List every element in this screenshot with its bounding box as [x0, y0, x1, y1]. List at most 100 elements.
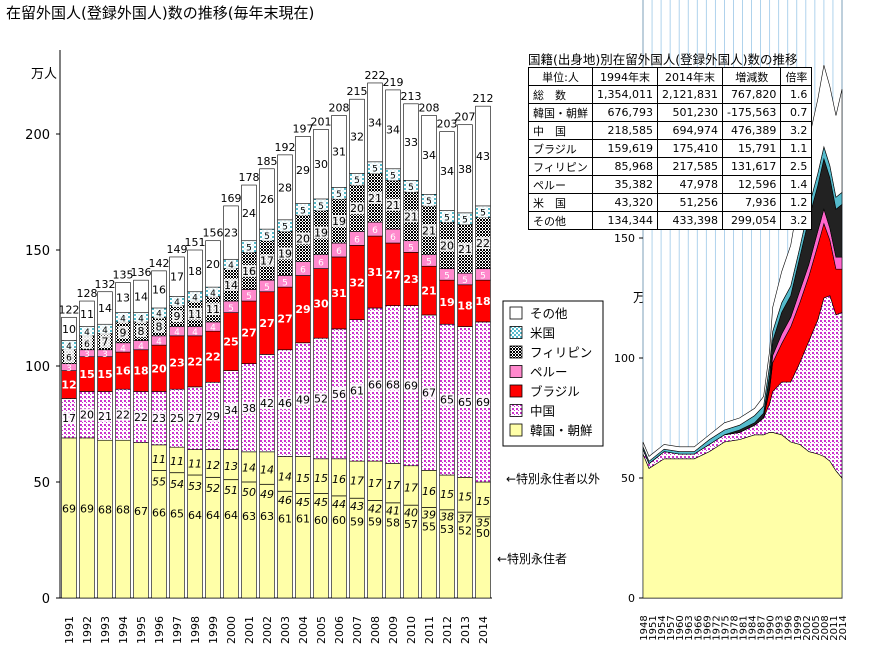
data-label: 20 [206, 258, 220, 271]
table-cell: 1.1 [780, 139, 813, 158]
label-bg [188, 412, 202, 425]
data-label: 5 [480, 209, 486, 219]
total-label: 219 [383, 76, 404, 89]
label-bg [316, 198, 326, 211]
bar-segment [295, 136, 311, 204]
data-label: 67 [134, 505, 148, 518]
non-special-label: 14 [260, 464, 274, 477]
label-bg [476, 237, 490, 250]
bar-segment [61, 316, 77, 341]
non-special-label: 17 [350, 474, 364, 487]
data-label: 52 [314, 392, 328, 405]
data-label: 38 [458, 163, 472, 176]
data-label: 4 [84, 328, 90, 338]
table-cell: 35,382 [592, 175, 658, 194]
data-label: 27 [241, 326, 256, 339]
data-label: 8 [138, 325, 145, 338]
data-label: 22 [187, 355, 202, 368]
table-cell: 694,974 [656, 121, 723, 140]
table-cell: 7,936 [721, 193, 782, 212]
table-row-label: その他 [528, 211, 593, 230]
bar-segment [403, 103, 419, 181]
x-tick-label: 2005 [315, 616, 328, 644]
table-row-label: 米 国 [528, 193, 593, 212]
ref-area-7 [642, 65, 843, 462]
table-row: 総 数 1,354,011 2,121,831 767,820 1.6 [528, 85, 813, 104]
label-bg [154, 306, 164, 319]
data-label: 4 [66, 342, 72, 352]
table-header-cell: 単位:人 [528, 67, 593, 86]
table-header-cell: 倍率 [780, 67, 813, 86]
data-label: 34 [368, 116, 382, 129]
label-bg [154, 320, 164, 333]
table-cell: 1.6 [780, 85, 813, 104]
bar-segment [115, 282, 131, 313]
table-cell: 676,793 [592, 103, 658, 122]
data-label: 4 [192, 293, 198, 303]
data-label: 57 [404, 518, 418, 531]
table-row: ブラジル 159,619 175,410 15,791 1.1 [528, 139, 813, 158]
data-label: 17 [260, 254, 274, 267]
data-label: 5 [426, 257, 432, 267]
data-label: 68 [386, 379, 400, 392]
x-tick-label: 2007 [351, 616, 364, 644]
data-label: 23 [224, 227, 238, 240]
table-row: フィリピン 85,968 217,585 131,617 2.5 [528, 157, 813, 176]
table-row-label: フィリピン [528, 157, 593, 176]
data-label: 30 [313, 297, 329, 310]
data-label: 5 [228, 304, 234, 314]
non-special-label: 17 [386, 479, 400, 492]
x-tick-label: 1994 [117, 616, 130, 644]
data-label: 9 [174, 310, 181, 323]
legend-swatch [509, 365, 523, 378]
data-label: 21 [404, 210, 418, 223]
ref-y-tick-label: 100 [614, 352, 635, 365]
x-tick-label: 2004 [297, 616, 310, 644]
total-label: 156 [203, 227, 224, 240]
data-label: 60 [332, 514, 346, 527]
ref-x-tick-label: 1969 [702, 615, 713, 640]
data-label: 31 [332, 145, 346, 158]
x-tick-label: 2001 [243, 616, 256, 644]
data-label: 63 [242, 510, 256, 523]
bar-segment [313, 129, 329, 200]
non-special-label: 15 [296, 472, 310, 485]
table-cell: 43,320 [592, 193, 658, 212]
data-label: 14 [134, 290, 148, 303]
data-label: 34 [440, 165, 454, 178]
data-label: 11 [188, 308, 202, 321]
data-label: 59 [350, 515, 364, 528]
data-label: 6 [66, 354, 72, 364]
data-label: 3 [102, 350, 108, 360]
label-bg [116, 408, 130, 421]
x-tick-label: 2013 [459, 616, 472, 644]
data-label: 11 [80, 308, 94, 321]
ref-y-tick-label: 50 [621, 472, 635, 485]
legend-label: 中国 [530, 404, 555, 419]
annotation: ←特別永住者以外 [506, 471, 600, 486]
data-label: 5 [444, 271, 450, 281]
label-bg [368, 378, 382, 391]
data-label: 5 [408, 183, 414, 193]
data-label: 20 [80, 409, 94, 422]
bar-segment [457, 124, 473, 214]
label-bg [224, 404, 238, 417]
ref-x-tick-label: 1987 [757, 615, 768, 640]
data-label: 16 [152, 283, 166, 296]
y-tick-label: 50 [33, 476, 50, 491]
data-label: 6 [84, 340, 90, 350]
table-cell: 433,398 [656, 211, 723, 230]
data-label: 11 [206, 303, 220, 316]
data-label: 31 [331, 287, 346, 300]
bar-segment [331, 115, 347, 188]
table-row-label: ブラジル [528, 139, 593, 158]
table-row: 米 国 43,320 51,256 7,936 1.2 [528, 193, 813, 212]
data-label: 5 [480, 271, 486, 281]
label-bg [208, 285, 218, 298]
data-label: 63 [260, 510, 274, 523]
data-label: 64 [206, 509, 220, 522]
x-tick-label: 1998 [189, 616, 202, 644]
x-tick-label: 2003 [279, 616, 292, 644]
data-label: 23 [152, 412, 166, 425]
data-label: 42 [260, 397, 274, 410]
